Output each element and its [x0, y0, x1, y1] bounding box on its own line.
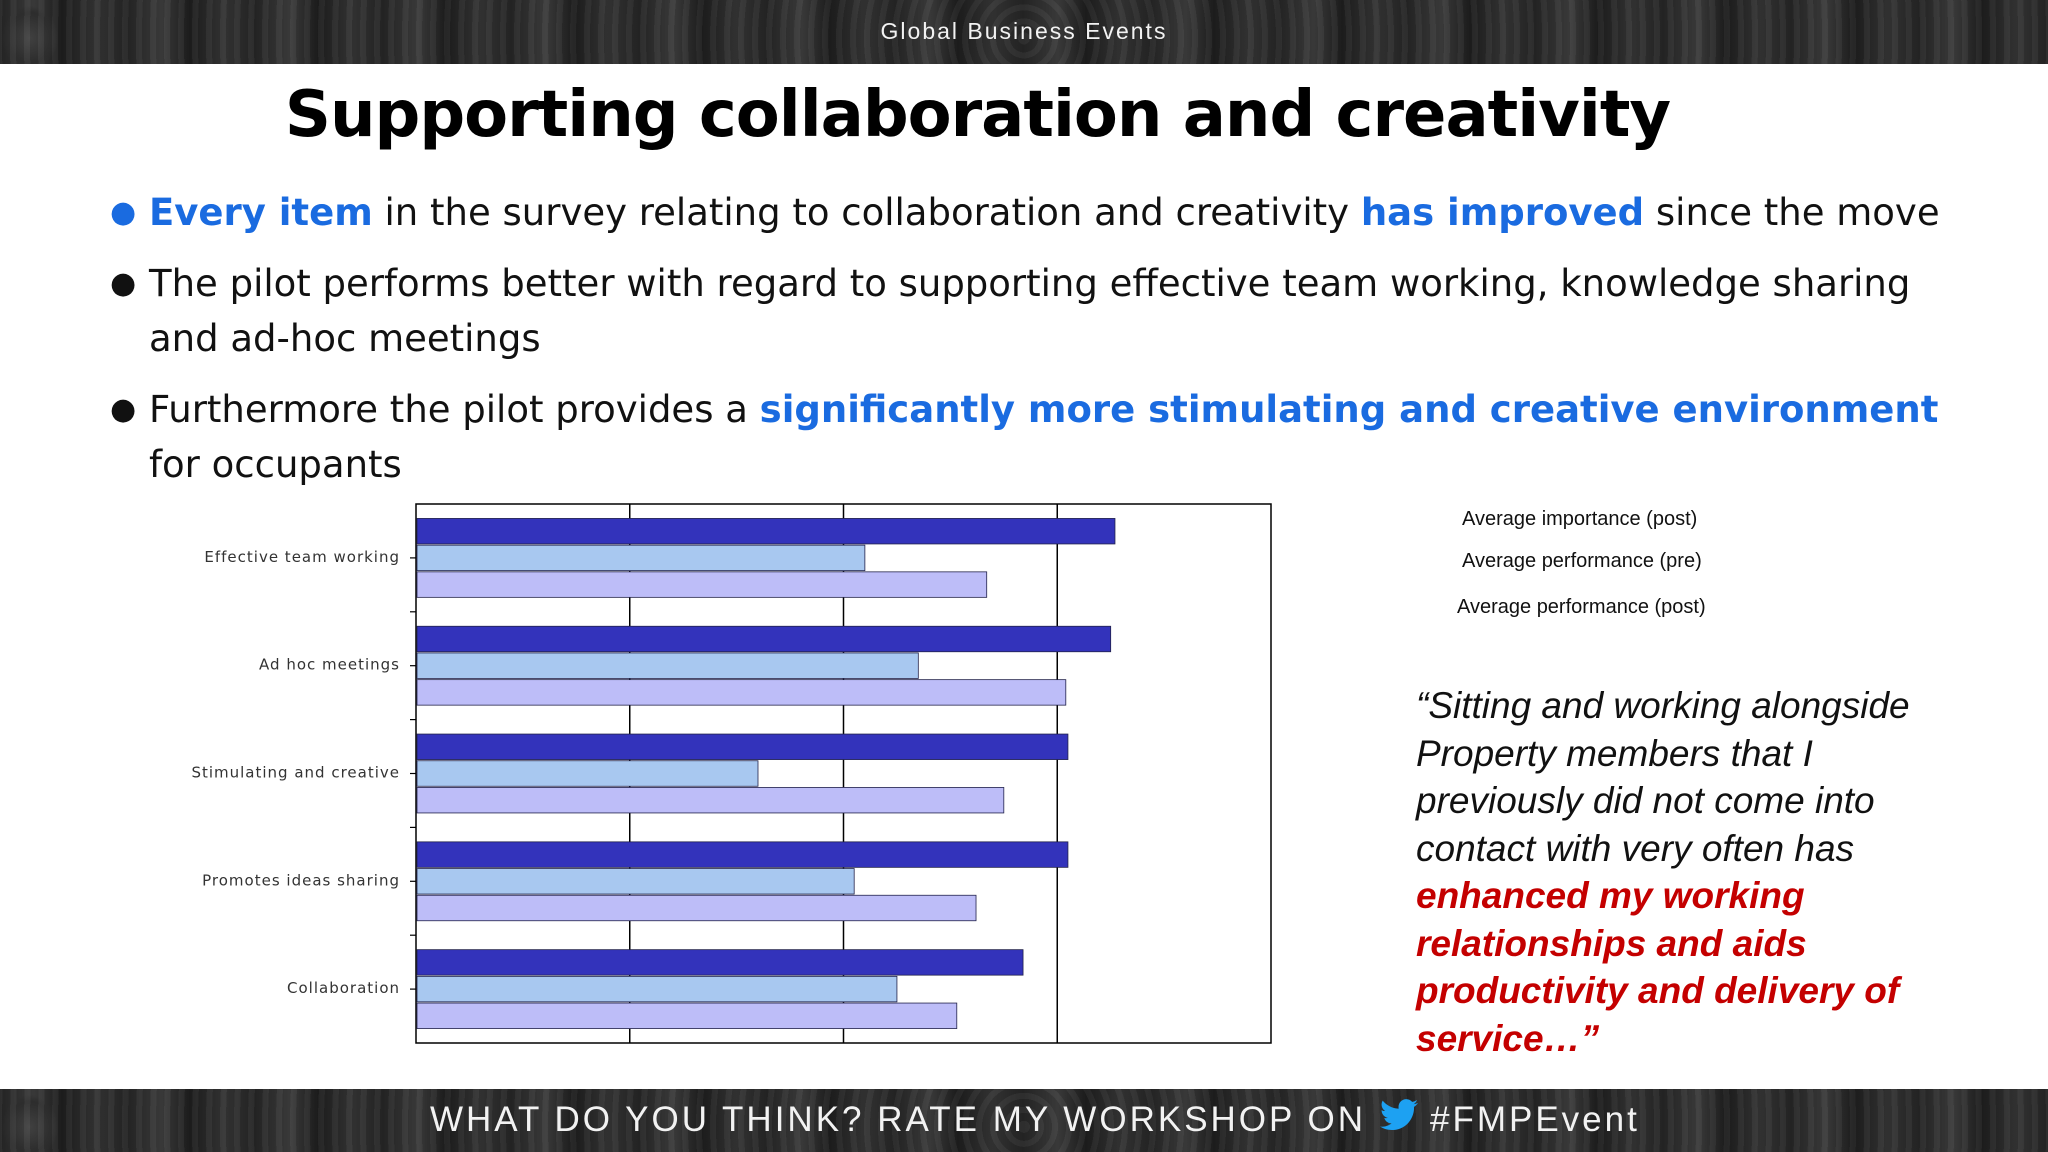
testimonial-quote: “Sitting and working alongside Property … [1416, 682, 1976, 1062]
footer-call-to-action: WHAT DO YOU THINK? RATE MY WORKSHOP ON #… [430, 1099, 1640, 1140]
bullet-dot-icon: ● [110, 266, 137, 301]
y-tick-label: Ad hoc meetings [259, 656, 400, 674]
bar [416, 679, 1067, 706]
bullet-text: in the survey relating to collaboration … [372, 191, 1361, 234]
bar [416, 760, 759, 787]
bullet-list: ● Every item in the survey relating to c… [110, 185, 1990, 508]
bar [416, 544, 866, 572]
footer-banner: WHAT DO YOU THINK? RATE MY WORKSHOP ON #… [0, 1089, 2048, 1152]
bar [416, 518, 1116, 545]
y-tick-label: Effective team working [204, 548, 400, 566]
highlight-text: significantly more stimulating and creat… [759, 388, 1939, 431]
bullet-text: Furthermore the pilot provides a [149, 388, 760, 431]
bar [416, 894, 977, 922]
slide-title: Supporting collaboration and creativity [284, 78, 1671, 152]
bullet-text: The pilot performs better with regard to… [149, 262, 1911, 360]
bar [416, 571, 988, 598]
bullet-text: for occupants [149, 443, 402, 486]
twitter-bird-icon [1379, 1099, 1418, 1140]
quote-emphasis: enhanced my working relationships and ai… [1416, 875, 1900, 1059]
footer-prompt: WHAT DO YOU THINK? RATE MY WORKSHOP ON [430, 1099, 1366, 1139]
header-banner: Global Business Events [0, 0, 2048, 64]
legend-item: Average performance (pre) [1462, 550, 1702, 572]
bar [416, 975, 898, 1003]
event-name: Global Business Events [880, 18, 1168, 44]
quote-text: “Sitting and working alongside Property … [1416, 685, 1910, 869]
bar [416, 868, 855, 895]
bar [416, 949, 1024, 976]
bar [416, 625, 1112, 653]
bullet-dot-icon: ● [110, 392, 137, 427]
legend-item: Average performance (post) [1457, 596, 1706, 618]
bullet-item-2: ● The pilot performs better with regard … [110, 256, 1990, 366]
bullet-item-3: ● Furthermore the pilot provides a signi… [110, 382, 1990, 492]
footer-hashtag: #FMPEvent [1429, 1099, 1640, 1139]
bar [416, 841, 1069, 868]
bar [416, 787, 1005, 814]
bar [416, 1002, 958, 1029]
legend-item: Average importance (post) [1462, 508, 1698, 530]
y-tick-label: Collaboration [287, 979, 400, 997]
y-tick-label: Promotes ideas sharing [202, 871, 400, 889]
bullet-item-1: ● Every item in the survey relating to c… [110, 185, 1990, 240]
y-tick-label: Stimulating and creative [191, 764, 400, 782]
bullet-dot-icon: ● [110, 195, 137, 230]
bar [416, 733, 1069, 760]
bullet-text: since the move [1644, 191, 1940, 234]
highlight-text: Every item [149, 191, 373, 234]
bar-chart: Effective team working Ad hoc meetings Sti… [191, 503, 1272, 1044]
bar [416, 652, 919, 679]
highlight-text: has improved [1360, 191, 1645, 234]
